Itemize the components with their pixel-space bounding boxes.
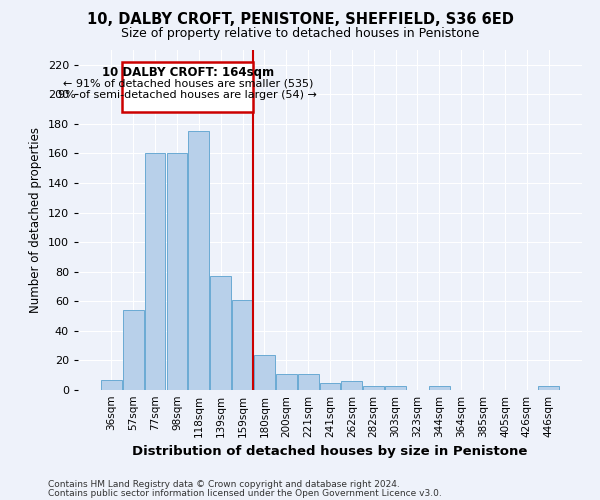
Text: 9% of semi-detached houses are larger (54) →: 9% of semi-detached houses are larger (5…	[58, 90, 317, 100]
Text: ← 91% of detached houses are smaller (535): ← 91% of detached houses are smaller (53…	[62, 78, 313, 88]
Text: Contains public sector information licensed under the Open Government Licence v3: Contains public sector information licen…	[48, 489, 442, 498]
Y-axis label: Number of detached properties: Number of detached properties	[29, 127, 42, 313]
Bar	[341, 381, 362, 390]
Text: 10 DALBY CROFT: 164sqm: 10 DALBY CROFT: 164sqm	[102, 66, 274, 80]
Bar	[385, 386, 406, 390]
Text: 10, DALBY CROFT, PENISTONE, SHEFFIELD, S36 6ED: 10, DALBY CROFT, PENISTONE, SHEFFIELD, S…	[86, 12, 514, 28]
Text: Size of property relative to detached houses in Penistone: Size of property relative to detached ho…	[121, 28, 479, 40]
X-axis label: Distribution of detached houses by size in Penistone: Distribution of detached houses by size …	[133, 446, 527, 458]
FancyBboxPatch shape	[122, 62, 253, 112]
Bar	[232, 300, 253, 390]
Bar	[320, 382, 340, 390]
Bar	[254, 354, 275, 390]
Bar	[364, 386, 384, 390]
Bar	[210, 276, 231, 390]
Bar	[276, 374, 296, 390]
Bar	[123, 310, 143, 390]
Bar	[429, 386, 450, 390]
Text: Contains HM Land Registry data © Crown copyright and database right 2024.: Contains HM Land Registry data © Crown c…	[48, 480, 400, 489]
Bar	[167, 154, 187, 390]
Bar	[188, 132, 209, 390]
Bar	[538, 386, 559, 390]
Bar	[145, 154, 166, 390]
Bar	[101, 380, 122, 390]
Bar	[298, 374, 319, 390]
